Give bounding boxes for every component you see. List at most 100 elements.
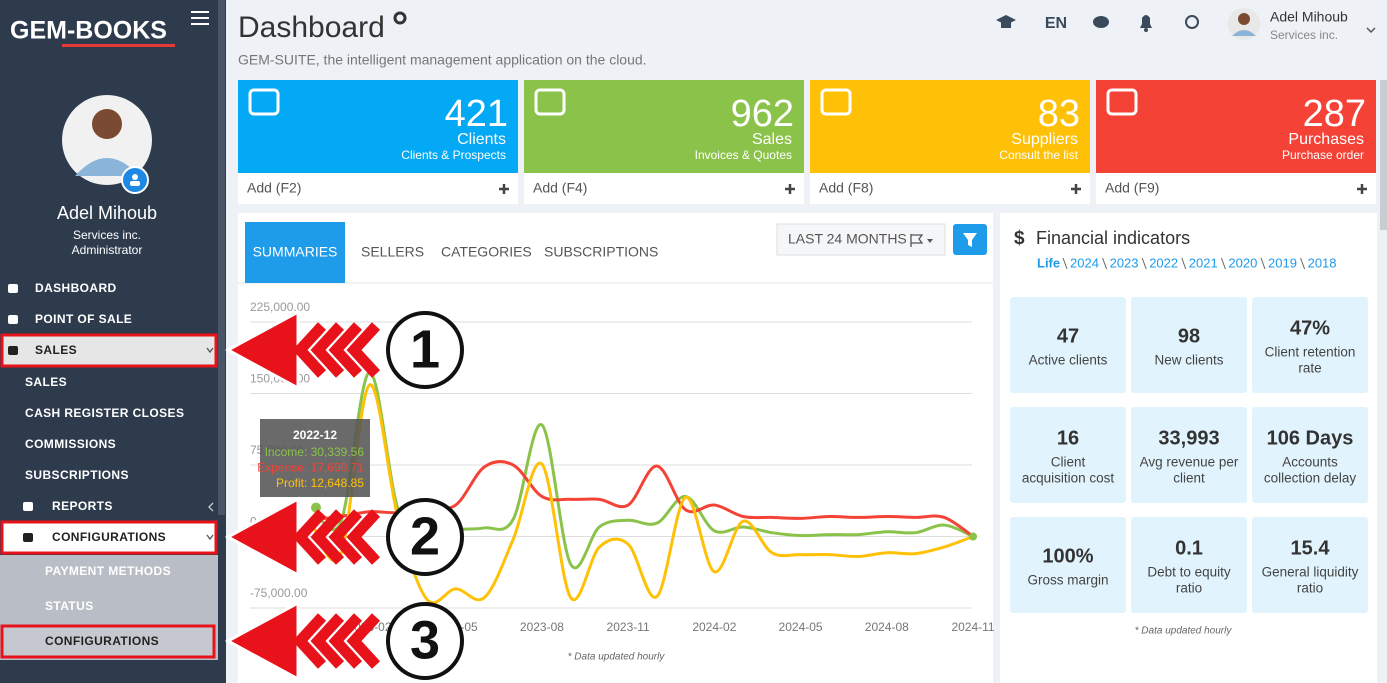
period-link[interactable]: 2020 [1228, 255, 1257, 270]
indicator-tile [1131, 407, 1247, 503]
menu-item[interactable]: STATUS [45, 599, 94, 613]
indicator-label: ratio [1176, 581, 1202, 596]
x-tick-label: 2024-08 [865, 620, 909, 634]
filter-icon [963, 233, 977, 247]
card-add-icon[interactable] [1357, 184, 1367, 194]
annotation-badge [386, 602, 464, 680]
card-action[interactable]: Add (F2) [247, 180, 301, 196]
x-tick-label: 2024-11 [951, 620, 994, 634]
tooltip-title: 2022-12 [293, 428, 337, 442]
title-gear-icon[interactable] [393, 11, 407, 25]
indicator-tile [1010, 407, 1126, 503]
menu-highlight [0, 624, 216, 659]
card-footer[interactable] [810, 173, 1090, 204]
page-title: Dashboard [238, 11, 385, 44]
menu-icon [8, 346, 18, 355]
card[interactable] [1096, 80, 1376, 173]
period-link[interactable]: 2019 [1268, 255, 1297, 270]
card-add-icon[interactable] [785, 184, 795, 194]
menu-icon [8, 284, 18, 293]
period-link[interactable]: 2021 [1189, 255, 1218, 270]
menu-item[interactable]: POINT OF SALE [35, 312, 132, 326]
menu-item[interactable]: CONFIGURATIONS [45, 634, 159, 648]
logo[interactable]: GEM-BOOKS [10, 17, 167, 45]
card-add-icon[interactable] [1071, 184, 1081, 194]
card-sublabel: Clients & Prospects [401, 148, 506, 162]
header-user-name[interactable]: Adel Mihoub [1270, 9, 1348, 25]
currency-symbol: $ [1014, 228, 1025, 249]
tab[interactable]: CATEGORIES [441, 244, 532, 260]
card-action[interactable]: Add (F4) [533, 180, 587, 196]
period-button[interactable] [776, 223, 946, 256]
menu-item[interactable]: SALES [25, 375, 67, 389]
period-separator [1300, 257, 1306, 270]
menu: DASHBOARD POINT OF SALE SALES SALES CASH REG… [0, 281, 218, 660]
period-link[interactable]: 2022 [1149, 255, 1178, 270]
card[interactable] [524, 80, 804, 173]
sidebar-user-name: Adel Mihoub [57, 203, 157, 223]
period-link[interactable]: Life [1037, 255, 1060, 270]
annotation-chevron [328, 509, 363, 565]
indicator-value: 33,993 [1158, 427, 1219, 449]
user-menu-caret[interactable] [1366, 27, 1376, 34]
menu-item[interactable]: PAYMENT METHODS [45, 564, 171, 578]
indicator-tile [1010, 297, 1126, 393]
card[interactable] [810, 80, 1090, 173]
sidebar-scrollbar [218, 0, 225, 515]
period-separator [1102, 257, 1108, 270]
tooltip-line: Profit: 12,648.85 [276, 476, 364, 490]
notifications-icon[interactable] [1140, 15, 1152, 32]
annotation-chevron [328, 322, 363, 378]
annotation-number: 3 [410, 610, 440, 670]
theme-icon[interactable] [1185, 15, 1199, 29]
annotation-chevron [346, 613, 381, 669]
menu-toggle[interactable] [191, 11, 209, 25]
card-footer[interactable] [238, 173, 518, 204]
card-action[interactable]: Add (F9) [1105, 180, 1159, 196]
annotation-chevron [292, 509, 327, 565]
period-link[interactable]: 2024 [1070, 255, 1099, 270]
card-action[interactable]: Add (F8) [819, 180, 873, 196]
card-add-icon[interactable] [499, 184, 509, 194]
indicator-value: 16 [1057, 427, 1079, 449]
tabs: SUMMARIES SELLERS CATEGORIES SUBSCRIPTIONS [245, 222, 658, 283]
indicator-label: Active clients [1029, 353, 1108, 368]
tab[interactable]: SUMMARIES [253, 244, 338, 260]
header-avatar[interactable] [1228, 8, 1260, 40]
language-switch[interactable]: EN [1045, 15, 1067, 32]
period-button-label[interactable]: LAST 24 MONTHS [788, 231, 907, 247]
menu-item[interactable]: CASH REGISTER CLOSES [25, 406, 184, 420]
academy-icon[interactable] [996, 15, 1016, 28]
card-label: Clients [457, 131, 506, 148]
tab-active[interactable] [245, 222, 345, 283]
card-footer[interactable] [1096, 173, 1376, 204]
menu-item[interactable]: COMMISSIONS [25, 437, 116, 451]
indicator-value: 0.1 [1175, 537, 1203, 559]
x-tick-label: 2023-11 [607, 620, 650, 634]
menu-item[interactable]: SUBSCRIPTIONS [25, 468, 129, 482]
card-footer[interactable] [524, 173, 804, 204]
period-link[interactable]: 2023 [1110, 255, 1139, 270]
chat-icon[interactable] [1093, 16, 1109, 28]
sidebar-role: Administrator [72, 243, 143, 257]
menu-item[interactable]: SALES [35, 343, 77, 357]
period-separator [1181, 257, 1187, 270]
tab[interactable]: SELLERS [361, 244, 424, 260]
annotation-chevron [292, 322, 327, 378]
menu-item[interactable]: DASHBOARD [35, 281, 117, 295]
card-label: Purchases [1288, 131, 1364, 148]
page-subtitle: GEM-SUITE, the intelligent management ap… [238, 52, 647, 68]
indicators: Life 2024 2023 2022 2021 2020 2019 2018 47 Active… [1010, 255, 1368, 613]
menu-item[interactable]: REPORTS [52, 499, 113, 513]
annotations: 1 2 3 [224, 309, 464, 682]
annotation-badge [386, 311, 464, 389]
card[interactable] [238, 80, 518, 173]
period-separator [1260, 257, 1266, 270]
menu-icon [23, 502, 33, 511]
indicator-label: Accounts [1282, 455, 1338, 470]
tab[interactable]: SUBSCRIPTIONS [544, 244, 658, 260]
period-link[interactable]: 2018 [1308, 255, 1337, 270]
menu-caret [206, 347, 214, 354]
menu-icon [8, 315, 18, 324]
menu-item[interactable]: CONFIGURATIONS [52, 530, 166, 544]
